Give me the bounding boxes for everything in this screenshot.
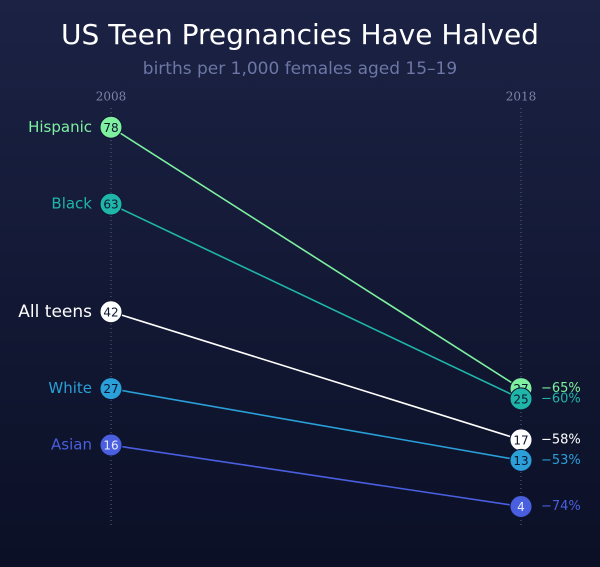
point: [99, 433, 123, 457]
value-label: 42: [103, 305, 118, 319]
change-label: −53%: [541, 453, 581, 468]
chart-subtitle: births per 1,000 females aged 15–19: [143, 59, 457, 79]
change-label: −60%: [541, 391, 581, 406]
value-label: 4: [517, 500, 525, 514]
series-label: White: [48, 379, 92, 397]
series-label: Asian: [51, 436, 92, 454]
series-line: [110, 444, 522, 508]
value-label: 25: [513, 392, 528, 406]
value-label: 17: [513, 433, 528, 447]
value-label: 13: [513, 454, 528, 468]
series-line: [110, 310, 522, 441]
series-label: Black: [51, 195, 92, 213]
point: [509, 495, 533, 518]
value-label: 27: [103, 382, 118, 396]
point: [509, 387, 533, 411]
point: [99, 377, 123, 401]
point: [99, 115, 123, 139]
value-label: 16: [103, 439, 118, 453]
change-label: −58%: [541, 432, 581, 447]
series-line: [110, 126, 522, 390]
change-label: −74%: [541, 499, 581, 514]
change-label: −65%: [541, 381, 581, 396]
x-label: 2008: [96, 90, 127, 104]
chart-title: US Teen Pregnancies Have Halved: [61, 18, 539, 51]
series-label: All teens: [18, 302, 92, 322]
x-label: 2018: [506, 90, 537, 104]
series-line: [110, 387, 522, 462]
value-label: 78: [103, 121, 118, 135]
series-line: [110, 203, 522, 400]
point: [99, 192, 123, 216]
point: [509, 448, 533, 472]
point: [99, 300, 123, 324]
series-label: Hispanic: [28, 118, 92, 136]
value-label: 63: [103, 198, 118, 212]
